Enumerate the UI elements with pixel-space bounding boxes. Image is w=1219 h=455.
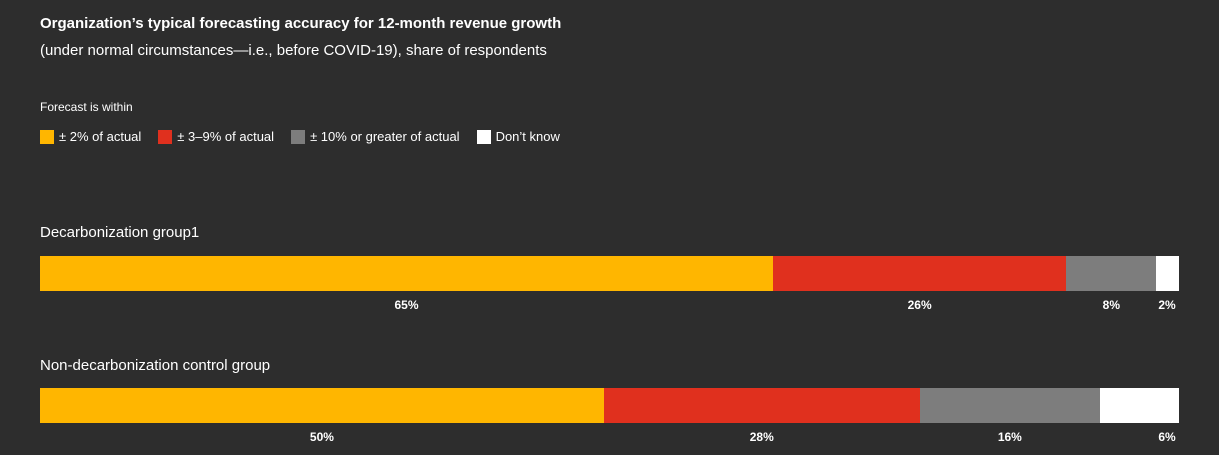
- legend: ± 2% of actual ± 3–9% of actual ± 10% or…: [40, 129, 577, 144]
- legend-swatch: [476, 129, 491, 144]
- segment-dont-know: [1100, 388, 1179, 423]
- data-label: 28%: [749, 430, 774, 444]
- data-label: 50%: [309, 430, 334, 444]
- segment-10pct: [1066, 256, 1157, 291]
- legend-swatch: [158, 129, 173, 144]
- legend-label: ± 10% or greater of actual: [310, 129, 460, 144]
- segment-3-9pct: [603, 388, 920, 423]
- stacked-bar-decarbonization: [40, 256, 1179, 291]
- data-label: 8%: [1102, 298, 1120, 312]
- legend-swatch: [40, 129, 54, 144]
- segment-3-9pct: [773, 256, 1067, 291]
- legend-label: ± 3–9% of actual: [177, 129, 275, 144]
- legend-swatch: [291, 129, 306, 144]
- legend-item-10pct: ± 10% or greater of actual: [291, 129, 460, 144]
- legend-item-3-9pct: ± 3–9% of actual: [158, 129, 274, 144]
- group-label-decarbonization: Decarbonization group1: [40, 224, 200, 241]
- segment-2pct: [40, 256, 774, 291]
- legend-title: Forecast is within: [40, 100, 133, 114]
- chart-subtitle: (under normal circumstances—i.e., before…: [40, 42, 547, 59]
- segment-2pct: [40, 388, 604, 423]
- legend-label: Don’t know: [495, 129, 560, 144]
- legend-item-dont-know: Don’t know: [476, 129, 560, 144]
- legend-item-2pct: ± 2% of actual: [40, 129, 141, 144]
- stacked-bar-control: [40, 388, 1179, 423]
- data-label: 26%: [907, 298, 932, 312]
- legend-label: ± 2% of actual: [59, 129, 142, 144]
- data-label: 16%: [997, 430, 1022, 444]
- segment-dont-know: [1156, 256, 1179, 291]
- segment-10pct: [919, 388, 1101, 423]
- data-label: 65%: [394, 298, 419, 312]
- chart-title: Organization’s typical forecasting accur…: [40, 15, 562, 32]
- data-label: 6%: [1158, 430, 1176, 444]
- data-label: 2%: [1158, 298, 1176, 312]
- group-label-control: Non-decarbonization control group: [40, 357, 271, 374]
